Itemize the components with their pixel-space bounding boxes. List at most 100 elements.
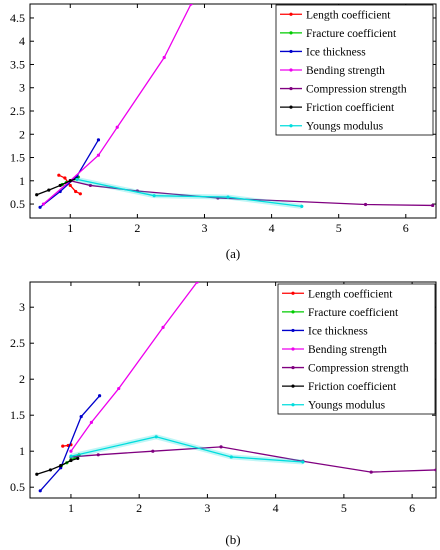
legend-label-friction-coefficient: Friction coefficient <box>308 381 397 393</box>
x-tick-label: 3 <box>204 501 210 515</box>
x-tick-label: 2 <box>136 501 142 515</box>
series-line-youngs-modulus <box>76 178 302 208</box>
data-point-length-coefficient <box>68 183 72 188</box>
data-point-length-coefficient <box>78 192 82 196</box>
data-point-length-coefficient <box>63 176 67 180</box>
data-point-bending-strength <box>195 282 199 284</box>
data-point-bending-strength <box>89 420 94 424</box>
legend-label-fracture-coefficient: Fracture coefficient <box>306 28 397 40</box>
x-tick-label: 6 <box>403 221 409 235</box>
legend-marker-bending-strength <box>291 347 295 351</box>
series-group <box>35 282 436 493</box>
legend-label-youngs-modulus: Youngs modulus <box>308 400 386 412</box>
data-point-ice-thickness <box>98 394 102 398</box>
data-point-compression-strength <box>96 453 100 457</box>
data-point-length-coefficient <box>61 444 65 448</box>
legend-label-bending-strength: Bending strength <box>306 65 385 77</box>
legend-marker-ice-thickness <box>291 328 295 333</box>
y-tick-label: 4 <box>19 34 25 48</box>
legend-marker-length-coefficient <box>289 12 293 16</box>
data-point-compression-strength <box>151 449 155 453</box>
panel-caption: (a) <box>226 246 240 261</box>
series-line-ice-thickness <box>39 395 101 492</box>
data-point-bending-strength <box>189 4 193 6</box>
legend-marker-compression-strength <box>289 86 293 91</box>
legend-label-compression-strength: Compression strength <box>308 363 409 375</box>
data-point-youngs-modulus <box>152 194 156 198</box>
data-point-youngs-modulus <box>75 177 79 181</box>
legend-marker-friction-coefficient <box>291 384 295 388</box>
data-point-bending-strength <box>115 125 119 129</box>
data-point-compression-strength <box>219 445 223 449</box>
data-point-friction-coefficient <box>58 183 62 188</box>
y-tick-label: 3.5 <box>10 57 25 71</box>
data-point-youngs-modulus <box>69 454 73 458</box>
legend-marker-length-coefficient <box>291 291 295 295</box>
x-tick-label: 4 <box>269 221 275 235</box>
data-point-compression-strength <box>369 470 373 474</box>
data-point-youngs-modulus <box>300 204 304 208</box>
data-point-friction-coefficient <box>47 188 51 192</box>
data-point-compression-strength <box>431 203 435 208</box>
legend-label-ice-thickness: Ice thickness <box>306 46 366 58</box>
legend-marker-ice-thickness <box>289 49 293 54</box>
data-point-compression-strength <box>434 468 436 472</box>
y-tick-label: 0.5 <box>10 197 25 211</box>
x-tick-label: 5 <box>336 221 342 235</box>
data-point-friction-coefficient <box>69 458 73 463</box>
data-point-length-coefficient <box>74 189 78 194</box>
y-tick-label: 1.5 <box>10 408 25 422</box>
data-point-bending-strength <box>96 153 101 157</box>
chart-panel-b: 1 2 3 4 5 6 0.5 1 1.5 2 2.5 3 Length coefficient Frac… <box>10 281 437 547</box>
series-line-bending-strength <box>42 4 192 205</box>
legend-box <box>277 283 436 415</box>
chart-panel-a: 1 2 3 4 5 6 0.5 1 1.5 2 2.5 3 3.5 4 4.5 Length coeffici… <box>10 3 437 261</box>
x-tick-label: 5 <box>341 501 347 515</box>
data-point-youngs-modulus <box>229 455 233 459</box>
data-point-youngs-modulus <box>154 435 158 439</box>
legend-label-bending-strength: Bending strength <box>308 344 387 356</box>
panel-caption: (b) <box>225 532 240 547</box>
data-point-compression-strength <box>363 202 368 207</box>
x-tick-label: 6 <box>409 501 415 515</box>
data-point-bending-strength <box>161 325 165 329</box>
plot-frame <box>29 281 437 499</box>
data-point-bending-strength <box>41 202 46 206</box>
data-point-bending-strength <box>117 386 121 391</box>
series-line-compression-strength <box>70 180 433 207</box>
data-point-friction-coefficient <box>68 179 72 183</box>
legend-label-friction-coefficient: Friction coefficient <box>306 102 395 114</box>
data-point-compression-strength <box>88 183 92 188</box>
series-line-ice-thickness <box>39 139 100 208</box>
data-point-bending-strength <box>162 55 166 60</box>
data-point-youngs-modulus <box>226 195 230 199</box>
data-point-bending-strength <box>69 449 73 453</box>
data-point-friction-coefficient <box>59 464 63 468</box>
legend-marker-youngs-modulus <box>289 124 293 128</box>
y-tick-label: 4.5 <box>10 11 25 25</box>
legend-label-fracture-coefficient: Fracture coefficient <box>308 307 399 319</box>
data-point-friction-coefficient <box>76 456 80 460</box>
data-point-ice-thickness <box>79 415 83 419</box>
x-tick-label: 3 <box>201 221 207 235</box>
legend-marker-fracture-coefficient <box>291 310 295 314</box>
x-tick-label: 1 <box>68 501 74 515</box>
y-tick-label: 3 <box>19 81 25 95</box>
y-tick-label: 0.5 <box>10 480 25 494</box>
series-group <box>35 4 435 209</box>
legend-marker-bending-strength <box>289 68 293 72</box>
legend-label-length-coefficient: Length coefficient <box>306 9 391 21</box>
legend-marker-friction-coefficient <box>289 105 293 109</box>
y-tick-label: 1.5 <box>10 151 25 165</box>
y-tick-label: 2 <box>19 127 25 141</box>
legend-marker-compression-strength <box>291 365 295 370</box>
data-point-friction-coefficient <box>35 472 39 476</box>
x-tick-label: 2 <box>134 221 140 235</box>
series-line-bending-strength <box>70 282 198 452</box>
data-point-ice-thickness <box>38 205 42 209</box>
legend-label-youngs-modulus: Youngs modulus <box>306 121 384 133</box>
y-tick-label: 2.5 <box>10 336 25 350</box>
x-tick-label: 4 <box>273 501 279 515</box>
y-tick-label: 2 <box>19 372 25 386</box>
